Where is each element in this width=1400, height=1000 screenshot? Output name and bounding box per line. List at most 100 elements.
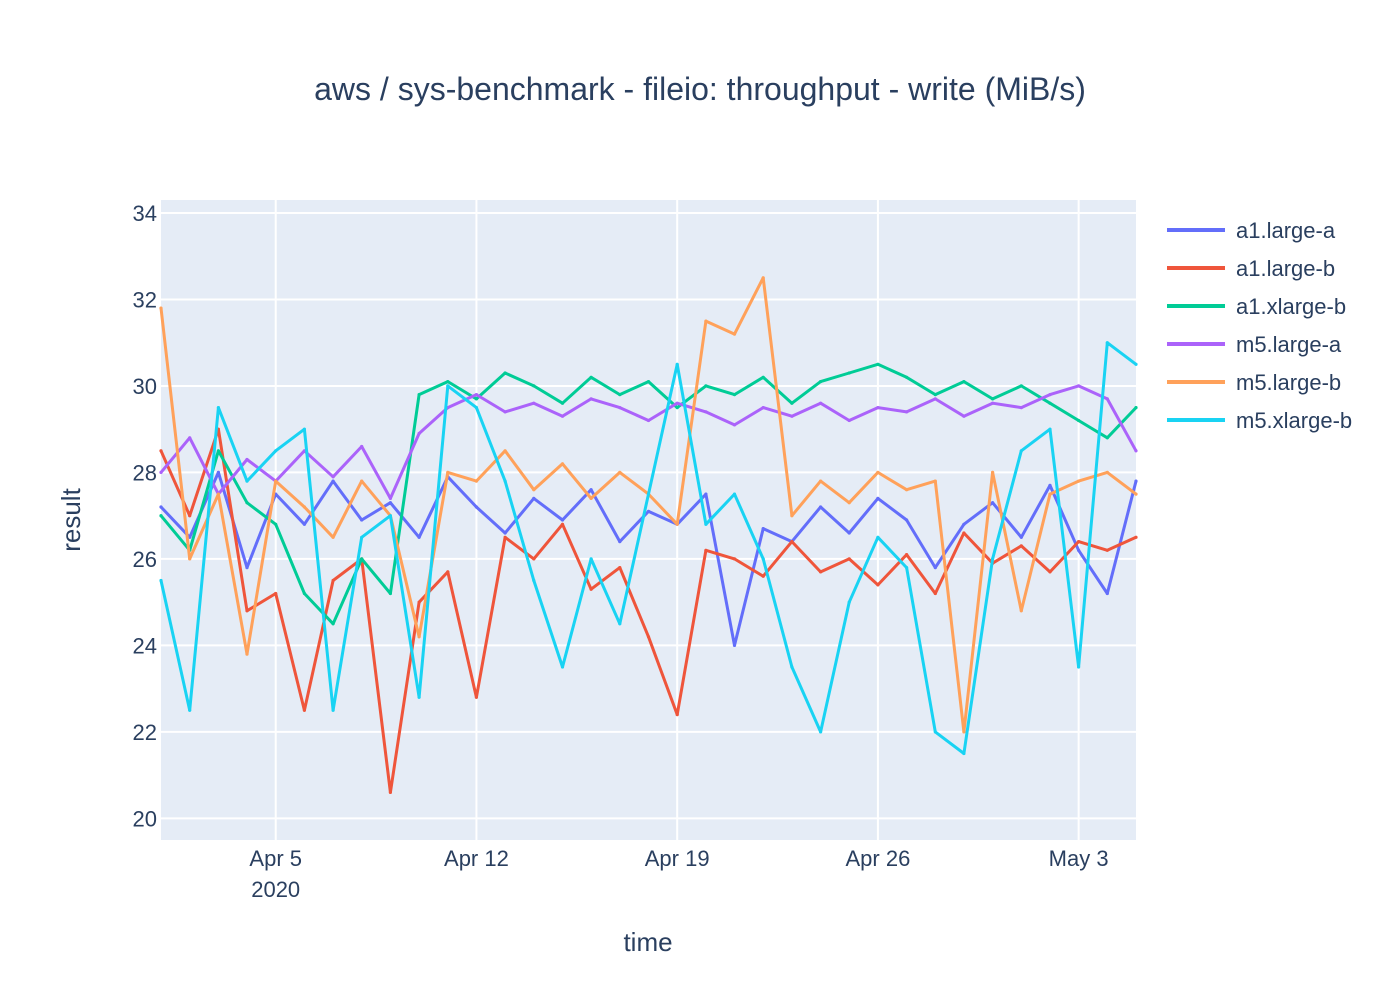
data-point-m5.large-b xyxy=(474,479,478,483)
data-point-m5.large-a xyxy=(646,418,651,423)
data-point-m5.large-a xyxy=(876,406,880,410)
data-point-a1.xlarge-b xyxy=(274,522,278,526)
data-point-m5.large-b xyxy=(589,496,593,500)
data-point-m5.xlarge-b xyxy=(188,708,192,712)
data-point-a1.large-a xyxy=(1134,479,1138,483)
data-point-m5.large-b xyxy=(991,470,995,474)
data-point-m5.large-a xyxy=(474,393,478,397)
data-point-m5.large-a xyxy=(159,470,163,474)
data-point-m5.xlarge-b xyxy=(675,362,679,366)
chart-title: aws / sys-benchmark - fileio: throughput… xyxy=(314,71,1086,107)
data-point-m5.large-b xyxy=(1077,479,1081,483)
y-tick-label: 20 xyxy=(133,806,157,831)
legend-label: m5.large-b xyxy=(1236,370,1341,395)
data-point-a1.xlarge-b xyxy=(905,375,909,379)
data-point-m5.xlarge-b xyxy=(962,751,966,756)
data-point-m5.large-a xyxy=(819,401,823,405)
data-point-m5.xlarge-b xyxy=(732,492,737,496)
data-point-m5.xlarge-b xyxy=(933,730,937,734)
data-point-m5.xlarge-b xyxy=(589,557,593,561)
data-point-m5.large-a xyxy=(618,406,622,410)
data-point-a1.large-a xyxy=(876,496,880,500)
data-point-a1.large-a xyxy=(417,535,421,539)
data-point-m5.large-b xyxy=(876,470,880,474)
data-point-a1.large-b xyxy=(675,713,679,717)
data-point-a1.xlarge-b xyxy=(360,557,364,561)
data-point-a1.large-a xyxy=(761,527,765,531)
data-point-m5.large-b xyxy=(503,449,507,453)
data-point-m5.large-b xyxy=(675,522,679,526)
data-point-a1.large-b xyxy=(302,708,306,712)
data-point-m5.xlarge-b xyxy=(646,492,651,496)
data-point-a1.xlarge-b xyxy=(847,371,851,375)
data-point-a1.large-b xyxy=(933,591,937,596)
data-point-m5.xlarge-b xyxy=(446,384,450,388)
data-point-m5.large-a xyxy=(905,410,909,414)
data-point-m5.large-a xyxy=(847,418,851,423)
data-point-m5.large-b xyxy=(1105,470,1109,474)
x-tick-sublabel: 2020 xyxy=(251,877,300,902)
y-tick-label: 28 xyxy=(133,460,157,485)
data-point-m5.large-a xyxy=(331,475,335,479)
data-point-m5.large-a xyxy=(1048,393,1052,397)
data-point-m5.large-b xyxy=(790,514,794,518)
data-point-a1.large-b xyxy=(589,587,593,591)
data-point-a1.xlarge-b xyxy=(503,371,507,375)
data-point-m5.xlarge-b xyxy=(905,566,909,570)
legend-item-m5.large-a[interactable]: m5.large-a xyxy=(1167,332,1342,357)
y-tick-label: 22 xyxy=(133,720,157,745)
data-point-m5.large-a xyxy=(245,457,249,462)
data-point-a1.large-b xyxy=(790,540,794,544)
data-point-m5.xlarge-b xyxy=(1077,665,1081,669)
data-point-m5.large-a xyxy=(589,397,593,401)
data-point-m5.xlarge-b xyxy=(847,600,851,604)
data-point-a1.large-b xyxy=(876,583,880,587)
data-point-a1.xlarge-b xyxy=(819,380,823,384)
data-point-m5.large-b xyxy=(560,462,565,466)
legend-item-a1.large-a[interactable]: a1.large-a xyxy=(1167,218,1336,243)
data-point-m5.large-b xyxy=(933,479,937,483)
data-point-a1.xlarge-b xyxy=(1019,384,1023,388)
data-point-m5.xlarge-b xyxy=(474,406,478,410)
data-point-a1.large-b xyxy=(732,557,737,561)
data-point-a1.large-b xyxy=(962,531,966,535)
legend[interactable]: a1.large-a a1.large-b a1.xlarge-b m5.large-… xyxy=(1167,218,1352,433)
data-point-a1.large-a xyxy=(646,509,651,513)
data-point-m5.large-b xyxy=(274,479,278,483)
data-point-m5.large-a xyxy=(761,406,765,410)
data-point-a1.xlarge-b xyxy=(618,393,622,397)
data-point-a1.large-a xyxy=(905,518,909,522)
data-point-a1.large-a xyxy=(962,522,966,526)
data-point-m5.large-b xyxy=(1019,609,1023,613)
data-point-a1.large-a xyxy=(331,479,335,483)
data-point-a1.large-a xyxy=(503,531,507,535)
data-point-m5.xlarge-b xyxy=(274,449,278,453)
data-point-a1.large-b xyxy=(1077,540,1081,544)
data-point-m5.large-a xyxy=(532,401,536,405)
legend-item-m5.large-b[interactable]: m5.large-b xyxy=(1167,370,1341,395)
data-point-m5.xlarge-b xyxy=(790,665,794,669)
data-point-m5.large-b xyxy=(905,488,909,492)
data-point-a1.xlarge-b xyxy=(216,449,220,453)
data-point-a1.xlarge-b xyxy=(991,397,995,401)
y-axis-ticks: 20 22 24 26 28 30 32 34 xyxy=(133,201,157,831)
legend-item-a1.xlarge-b[interactable]: a1.xlarge-b xyxy=(1167,294,1346,319)
data-point-m5.large-b xyxy=(532,488,536,492)
data-point-m5.large-a xyxy=(790,414,794,418)
data-point-a1.xlarge-b xyxy=(962,380,966,384)
data-point-m5.xlarge-b xyxy=(159,578,163,583)
data-point-a1.large-b xyxy=(446,570,450,574)
data-point-a1.large-a xyxy=(1019,535,1023,539)
data-point-a1.large-b xyxy=(1048,570,1052,574)
legend-item-m5.xlarge-b[interactable]: m5.xlarge-b xyxy=(1167,408,1352,433)
data-point-a1.large-a xyxy=(245,566,249,570)
data-point-a1.large-a xyxy=(1077,548,1081,552)
legend-item-a1.large-b[interactable]: a1.large-b xyxy=(1167,256,1335,281)
data-point-a1.large-a xyxy=(560,518,565,522)
data-point-a1.xlarge-b xyxy=(761,375,765,379)
x-tick-label: May 3 xyxy=(1049,846,1109,871)
data-point-a1.large-a xyxy=(819,505,823,509)
data-point-m5.xlarge-b xyxy=(876,535,880,539)
data-point-a1.large-a xyxy=(933,566,937,570)
x-tick-label: Apr 12 xyxy=(444,846,509,871)
